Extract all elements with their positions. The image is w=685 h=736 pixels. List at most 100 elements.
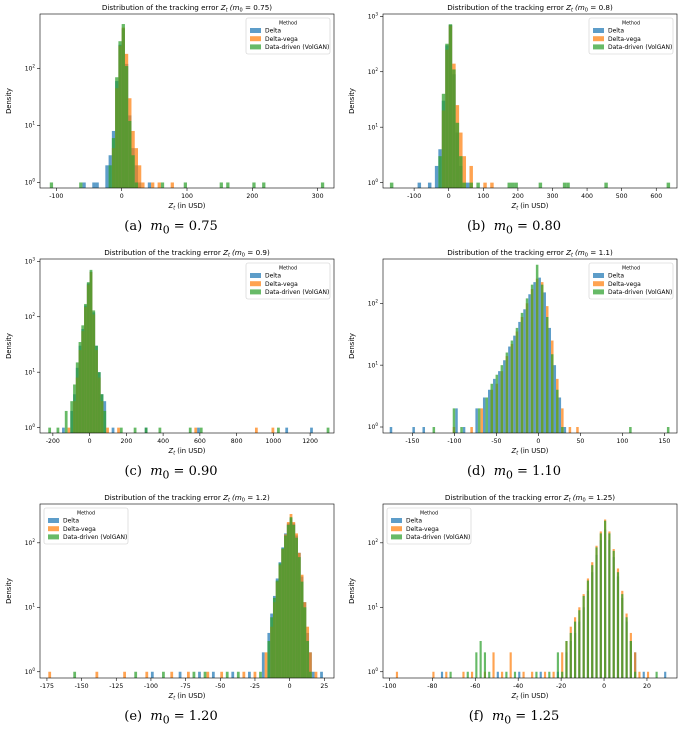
x-axis-label-rest: (in USD) [175, 692, 206, 700]
legend-entry-label: Delta-vega [265, 36, 298, 43]
histogram-bar [272, 597, 276, 678]
histogram-bar [582, 595, 585, 678]
histogram-chart-a: Distribution of the tracking error Zt (m0… [5, 3, 335, 212]
plot-frame [39, 258, 335, 434]
panel-f: Distribution of the tracking error Zt (m0… [343, 490, 685, 735]
y-axis-label: Density [5, 578, 13, 604]
x-tick-label: 0 [120, 193, 124, 200]
legend-box [588, 17, 674, 55]
histogram-bar [500, 365, 504, 433]
histogram-bar [417, 182, 422, 188]
x-axis-label-rest: (in USD) [518, 447, 549, 455]
chart-title-main: Distribution of the tracking error [102, 3, 221, 12]
legend-swatch [391, 526, 402, 532]
histogram-bar [556, 389, 559, 433]
chart-title-subscript: t [569, 498, 572, 504]
x-tick-label: -20 [556, 683, 566, 690]
y-tick-mantissa: 10 [25, 669, 33, 676]
histogram-bar [311, 671, 315, 678]
chart-title-subscript: t [228, 253, 231, 259]
histogram-bar [498, 371, 501, 433]
histogram-bar [178, 671, 182, 678]
x-tick-label: -175 [40, 683, 54, 690]
y-tick-label: 100 [368, 422, 379, 431]
x-tick-label: 600 [194, 438, 206, 445]
legend-entry-label: Delta-vega [265, 281, 298, 288]
legend-entry-label: Data-driven (VolGAN) [608, 289, 672, 296]
histogram-bar [147, 182, 152, 188]
x-axis-label-symbol: Z [511, 447, 517, 455]
panel-d: Distribution of the tracking error Zt (m0… [343, 245, 685, 490]
y-tick-mantissa: 10 [25, 369, 33, 376]
histogram-bar [510, 182, 515, 188]
y-tick-exponent: 2 [32, 64, 35, 69]
y-tick-label: 100 [368, 667, 379, 676]
histogram-bar [475, 408, 478, 433]
y-axis-label: Density [348, 578, 356, 604]
chart-title-param: (m [230, 3, 240, 12]
x-axis-label-subscript: t [516, 696, 519, 702]
y-tick-exponent: 2 [375, 298, 378, 303]
y-tick-exponent: 0 [32, 423, 35, 428]
histogram-bar [469, 165, 473, 188]
histogram-chart-c: Distribution of the tracking error Zt (m0… [5, 248, 335, 457]
x-axis-label-subscript: t [516, 451, 519, 457]
histogram-bar [655, 671, 658, 678]
x-tick-label: -100 [144, 683, 158, 690]
y-tick-mantissa: 10 [368, 669, 376, 676]
y-tick-exponent: 0 [32, 667, 35, 672]
x-axis-label: Zt (in USD) [168, 202, 206, 212]
chart-title-param: (m [575, 248, 585, 257]
histogram-bar [252, 182, 256, 188]
y-tick-label: 101 [25, 121, 36, 130]
histogram-bar [664, 671, 667, 678]
histogram-bar [236, 671, 240, 678]
histogram-bar [84, 303, 87, 433]
histogram-bar [289, 517, 293, 678]
histogram-bar [267, 640, 271, 678]
x-axis-label-symbol: Z [168, 447, 174, 455]
histogram-bar [530, 284, 534, 433]
histogram-bar [566, 182, 570, 188]
histogram-bar [480, 408, 483, 433]
histogram-bar [170, 671, 174, 678]
chart-title-symbol: Z [222, 248, 229, 257]
x-tick-label: -40 [513, 683, 523, 690]
x-axis-label: Zt (in USD) [168, 447, 206, 457]
histogram-bar [488, 671, 491, 678]
histogram-bar [509, 652, 512, 678]
histogram-bar [490, 182, 494, 188]
histogram-bar [320, 182, 325, 188]
chart-title-param-value: = 0.8) [588, 3, 613, 12]
y-tick-exponent: 1 [32, 602, 35, 607]
histogram-chart-b: Distribution of the tracking error Zt (m0… [348, 3, 678, 212]
histogram-bar [507, 182, 511, 188]
chart-title-param-subscript: 0 [585, 253, 588, 259]
histogram-bar [569, 632, 572, 678]
caption-e: (e) m0 = 1.20 [124, 709, 218, 727]
histogram-bar [470, 671, 474, 678]
x-tick-label: -150 [405, 438, 419, 445]
y-axis-label: Density [5, 88, 13, 114]
histogram-bar [248, 671, 251, 678]
histogram-bar [535, 264, 539, 433]
histogram-bar [108, 165, 112, 188]
y-tick-exponent: 2 [32, 312, 35, 317]
histogram-bar [138, 165, 142, 188]
histogram-bar [477, 408, 481, 433]
histogram-bar [118, 41, 122, 189]
histogram-bar [389, 427, 393, 433]
histogram-bar [666, 427, 670, 433]
caption-a: (a) m0 = 0.75 [124, 219, 218, 237]
x-tick-label: 100 [181, 193, 193, 200]
legend-entry-label: Data-driven (VolGAN) [265, 44, 329, 51]
chart-title-param-value: = 1.2) [245, 493, 270, 502]
histogram-bar [160, 182, 165, 188]
histogram-bar [445, 671, 448, 678]
legend-entry-label: Delta [608, 28, 624, 35]
histogram-bar [490, 383, 494, 433]
caption-f: (f) m0 = 1.25 [468, 709, 560, 727]
histogram-bar [309, 671, 312, 678]
